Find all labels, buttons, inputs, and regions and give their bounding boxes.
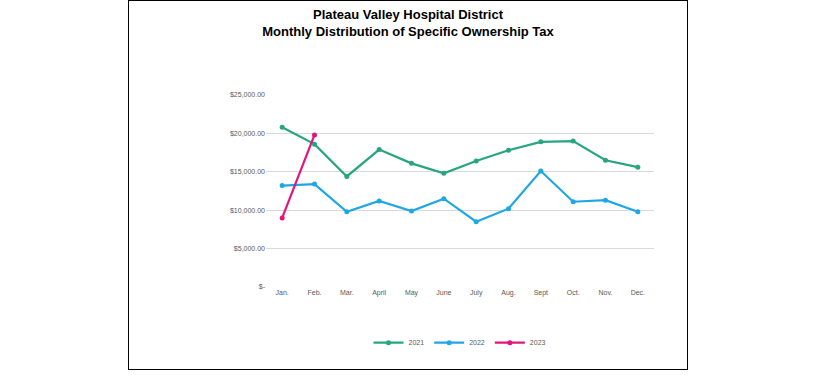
svg-text:June: June [436,289,451,296]
svg-text:Plateau Valley Hospital Distri: Plateau Valley Hospital DistrictMonthly … [262,7,554,39]
svg-text:2022: 2022 [469,339,485,346]
svg-text:Oct.: Oct. [567,289,580,296]
svg-text:$10,000.00: $10,000.00 [230,207,265,214]
svg-text:Jan.: Jan. [276,289,289,296]
svg-text:2023: 2023 [530,339,546,346]
svg-text:Aug.: Aug. [501,289,515,297]
svg-text:Nov.: Nov. [599,289,613,296]
svg-text:Dec.: Dec. [631,289,645,296]
svg-text:Mar.: Mar. [340,289,354,296]
svg-text:May: May [405,289,419,297]
svg-text:$-: $- [259,283,266,290]
svg-text:$5,000.00: $5,000.00 [234,245,265,252]
svg-text:$20,000.00: $20,000.00 [230,130,265,137]
svg-text:July: July [470,289,483,297]
svg-text:April: April [372,289,386,297]
svg-text:$15,000.00: $15,000.00 [230,168,265,175]
svg-text:$25,000.00: $25,000.00 [230,91,265,98]
svg-text:Feb.: Feb. [307,289,321,296]
svg-text:2021: 2021 [409,339,425,346]
svg-text:Sept: Sept [534,289,548,297]
